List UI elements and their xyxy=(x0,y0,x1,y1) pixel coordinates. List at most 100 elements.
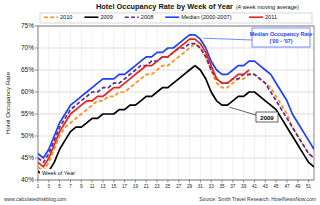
grid-line xyxy=(38,48,314,49)
tick-mark xyxy=(200,180,201,183)
tick-mark xyxy=(59,180,60,183)
tick-mark xyxy=(81,180,82,183)
x-tick-label: 31 xyxy=(198,184,204,189)
x-axis-label: Week of Year xyxy=(42,170,75,176)
y-tick-label: 55% xyxy=(21,110,34,117)
legend-label: 2009 xyxy=(100,14,112,20)
tick-mark xyxy=(35,180,38,181)
subtitle: (4 week moving average) xyxy=(236,4,299,10)
grid-line xyxy=(38,136,314,137)
grid-line xyxy=(308,26,309,180)
x-tick-label: 39 xyxy=(241,184,247,189)
tick-mark xyxy=(113,180,114,183)
y-tick-label: 70% xyxy=(21,44,34,51)
annotation-arrow xyxy=(203,38,252,40)
grid-line xyxy=(38,158,314,159)
x-tick-label: 35 xyxy=(219,184,225,189)
x-tick-label: 27 xyxy=(176,184,182,189)
background xyxy=(0,0,320,205)
tick-mark xyxy=(35,136,38,137)
x-tick-label: 37 xyxy=(230,184,236,189)
tick-mark xyxy=(167,180,168,183)
series-line xyxy=(38,44,314,163)
grid-line xyxy=(70,26,71,180)
annotation-box xyxy=(256,112,278,122)
grid-line xyxy=(222,26,223,180)
x-tick-label: 47 xyxy=(284,184,290,189)
tick-mark xyxy=(35,92,38,93)
legend-label: 2010 xyxy=(60,14,72,20)
tick-mark xyxy=(48,180,49,183)
tick-mark xyxy=(92,180,93,183)
legend-swatch xyxy=(165,16,179,18)
x-tick-label: 7 xyxy=(69,184,72,189)
x-label-bg xyxy=(40,169,78,177)
tick-mark xyxy=(35,114,38,115)
x-tick-label: 9 xyxy=(80,184,83,189)
x-tick-label: 41 xyxy=(252,184,258,189)
tick-mark xyxy=(222,180,223,183)
tick-mark xyxy=(211,180,212,183)
plot-frame xyxy=(38,26,314,180)
series-line xyxy=(38,39,249,167)
y-tick-label: 60% xyxy=(21,88,34,95)
tick-mark xyxy=(178,180,179,183)
x-tick-label: 21 xyxy=(144,184,150,189)
x-tick-label: 45 xyxy=(274,184,280,189)
x-tick-label: 29 xyxy=(187,184,193,189)
grid-line xyxy=(232,26,233,180)
x-tick-label: 33 xyxy=(209,184,215,189)
annotation-line: Median Occupancy Rate xyxy=(250,31,312,37)
x-tick-label: 3 xyxy=(48,184,51,189)
series-line xyxy=(38,35,314,158)
tick-mark xyxy=(297,180,298,183)
x-tick-label: 25 xyxy=(165,184,171,189)
tick-mark xyxy=(189,180,190,183)
tick-mark xyxy=(35,70,38,71)
tick-mark xyxy=(124,180,125,183)
grid-line xyxy=(297,26,298,180)
annotation: Median Occupancy Rate('00 - '07) xyxy=(250,31,312,44)
chart: 40%45%50%55%60%65%70%75%1357911131517192… xyxy=(0,0,320,205)
tick-mark xyxy=(146,180,147,183)
tick-mark xyxy=(276,180,277,183)
footer: Source: Smith Travel Research, HotelNews… xyxy=(199,196,316,202)
x-tick-label: 19 xyxy=(133,184,139,189)
grid-line xyxy=(92,26,93,180)
tick-mark xyxy=(254,180,255,183)
grid-line xyxy=(211,26,212,180)
tick-mark xyxy=(243,180,244,183)
y-tick-label: 50% xyxy=(21,132,34,139)
y-axis-label: Hotel Occupancy Rate xyxy=(4,71,11,133)
tick-mark xyxy=(35,26,38,27)
tick-mark xyxy=(35,158,38,159)
grid-line xyxy=(265,26,266,180)
grid-line xyxy=(102,26,103,180)
grid-line xyxy=(124,26,125,180)
legend-label: 2008 xyxy=(141,14,153,20)
legend-label: Median (2000-2007) xyxy=(181,14,232,20)
plot-area xyxy=(38,26,314,180)
grid-line xyxy=(81,26,82,180)
grid-line xyxy=(113,26,114,180)
tick-mark xyxy=(265,180,266,183)
tick-mark xyxy=(232,180,233,183)
footer: www.calculatedriskblog.com xyxy=(4,196,67,202)
annotation-arrow xyxy=(229,107,256,115)
grid-line xyxy=(157,26,158,180)
x-tick-label: 43 xyxy=(263,184,269,189)
x-tick-label: 13 xyxy=(100,184,106,189)
x-tick-label: 5 xyxy=(58,184,61,189)
tick-mark xyxy=(308,180,309,183)
x-tick-label: 15 xyxy=(111,184,117,189)
x-tick-label: 49 xyxy=(295,184,301,189)
x-tick-label: 17 xyxy=(122,184,128,189)
tick-mark xyxy=(102,180,103,183)
grid-line xyxy=(254,26,255,180)
tick-mark xyxy=(38,180,39,183)
tick-mark xyxy=(286,180,287,183)
series-line xyxy=(38,66,314,176)
legend-swatch xyxy=(84,16,98,18)
legend-swatch xyxy=(125,16,139,18)
tick-mark xyxy=(35,48,38,49)
